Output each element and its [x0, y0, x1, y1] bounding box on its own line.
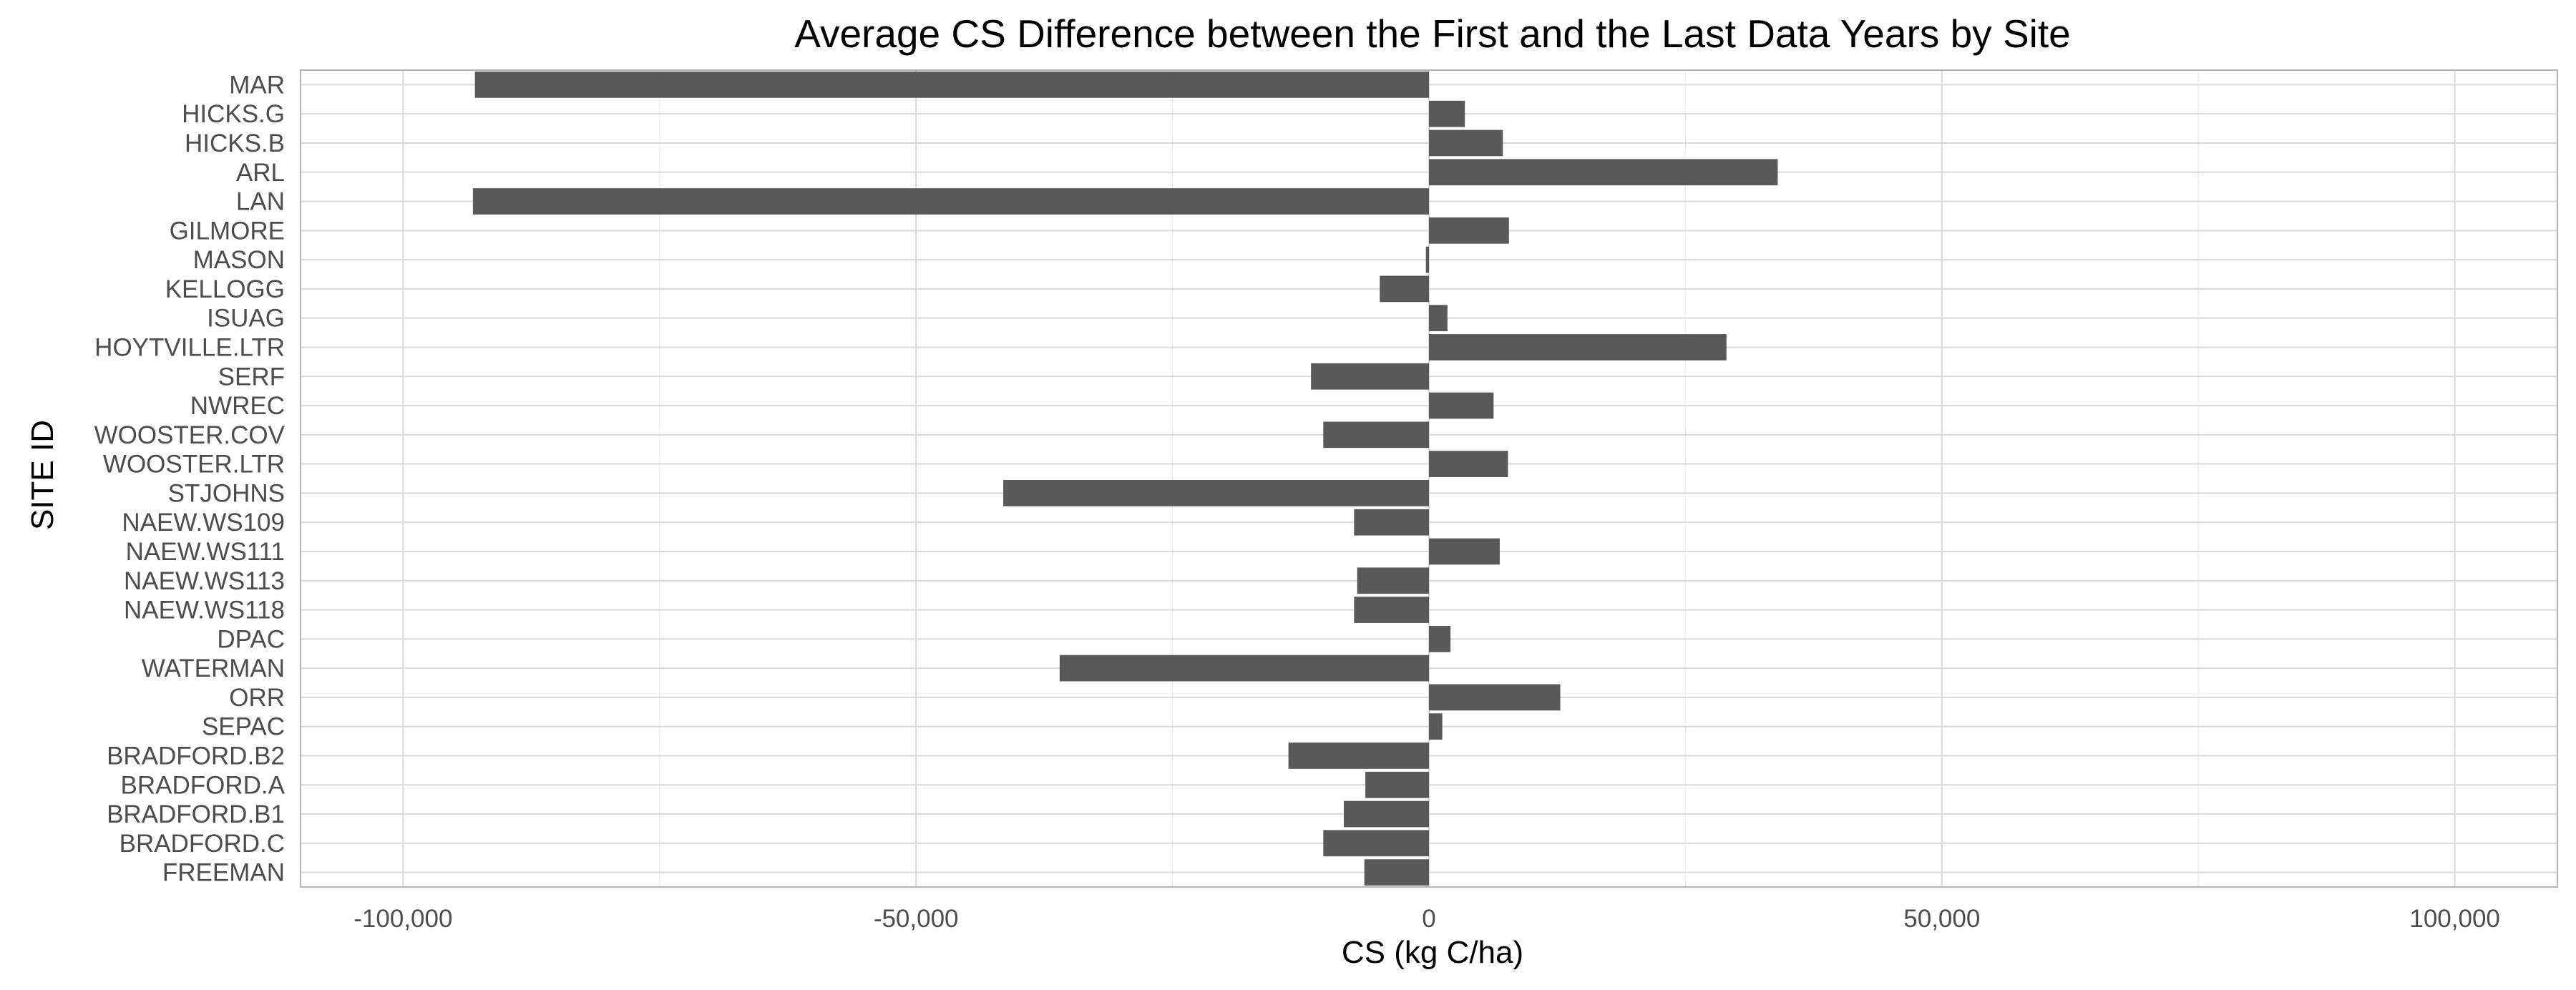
- bar-sepac: [1429, 713, 1443, 740]
- y-tick-label: GILMORE: [170, 217, 285, 245]
- y-tick-label: NAEW.WS113: [124, 567, 285, 595]
- y-tick-label: BRADFORD.C: [119, 830, 285, 858]
- y-tick-label: WOOSTER.COV: [94, 421, 286, 449]
- bar-wooster-cov: [1323, 421, 1429, 449]
- y-tick-label: SERF: [218, 363, 285, 391]
- bar-bradford-a: [1365, 771, 1429, 798]
- y-tick-label: HICKS.G: [182, 100, 285, 128]
- y-tick-label: STJOHNS: [168, 479, 285, 507]
- bars: [472, 72, 1778, 886]
- bar-isuag: [1429, 305, 1448, 332]
- bar-naew-ws109: [1354, 509, 1429, 536]
- y-tick-label: NWREC: [190, 392, 285, 420]
- bar-mason: [1425, 246, 1429, 273]
- bar-waterman: [1059, 655, 1429, 682]
- x-axis-title: CS (kg C/ha): [1342, 935, 1523, 970]
- bar-freeman: [1364, 859, 1429, 886]
- bar-bradford-b2: [1288, 742, 1429, 769]
- bar-bradford-c: [1323, 830, 1429, 857]
- y-axis-title: SITE ID: [25, 420, 60, 530]
- bar-hoytville-ltr: [1429, 334, 1727, 361]
- bar-hicks-g: [1429, 100, 1465, 127]
- bar-stjohns: [1003, 480, 1429, 506]
- y-tick-label: ARL: [236, 159, 285, 187]
- y-tick-label: WATERMAN: [142, 655, 285, 682]
- y-tick-label: SEPAC: [202, 713, 285, 741]
- x-tick-label: 100,000: [2409, 905, 2500, 933]
- y-tick-label: KELLOGG: [165, 275, 285, 303]
- bar-dpac: [1429, 625, 1451, 652]
- y-axis-tick-labels: MARHICKS.GHICKS.BARLLANGILMOREMASONKELLO…: [94, 71, 286, 886]
- y-tick-label: BRADFORD.A: [121, 771, 286, 799]
- y-tick-label: NAEW.WS111: [126, 538, 285, 566]
- bar-hicks-b: [1429, 129, 1503, 157]
- y-tick-label: BRADFORD.B1: [107, 800, 285, 828]
- y-tick-label: MAR: [229, 71, 285, 99]
- y-tick-label: FREEMAN: [162, 859, 285, 887]
- x-tick-label: -100,000: [353, 905, 452, 933]
- bar-naew-ws118: [1354, 597, 1429, 623]
- y-tick-label: WOOSTER.LTR: [103, 451, 285, 479]
- bar-nwrec: [1429, 392, 1494, 419]
- y-tick-label: BRADFORD.B2: [107, 742, 285, 770]
- bar-arl: [1429, 159, 1778, 186]
- bar-serf: [1311, 363, 1429, 390]
- y-tick-label: MASON: [193, 246, 285, 274]
- bar-naew-ws111: [1429, 538, 1500, 565]
- bar-kellogg: [1380, 275, 1429, 303]
- y-tick-label: NAEW.WS118: [124, 597, 285, 624]
- y-tick-label: HOYTVILLE.LTR: [94, 333, 285, 361]
- bar-lan: [472, 188, 1430, 215]
- plot-panel: [300, 69, 2558, 888]
- x-tick-label: 50,000: [1903, 905, 1980, 933]
- bar-orr: [1429, 684, 1561, 711]
- bar-bradford-b1: [1344, 800, 1429, 828]
- x-axis-tick-labels: -100,000 -50,000 0 50,000 100,000: [353, 905, 2500, 933]
- bar-gilmore: [1429, 217, 1509, 244]
- y-tick-label: DPAC: [217, 625, 285, 653]
- y-tick-label: HICKS.B: [185, 129, 285, 157]
- x-tick-label: 0: [1422, 905, 1435, 933]
- y-tick-label: NAEW.WS109: [122, 509, 285, 536]
- chart-title: Average CS Difference between the First …: [794, 11, 2070, 56]
- bar-mar: [474, 72, 1429, 98]
- x-tick-label: -50,000: [874, 905, 959, 933]
- y-tick-label: ISUAG: [207, 305, 285, 333]
- y-tick-label: LAN: [236, 188, 285, 216]
- y-tick-label: ORR: [229, 684, 285, 712]
- bar-wooster-ltr: [1429, 451, 1508, 477]
- bar-naew-ws113: [1357, 567, 1429, 594]
